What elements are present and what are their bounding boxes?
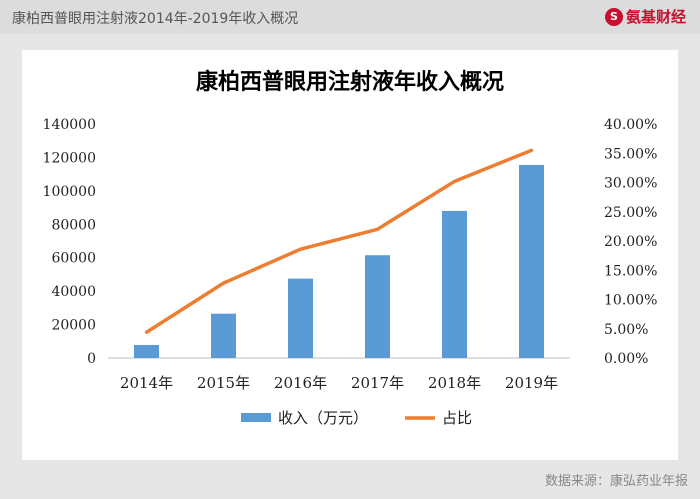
- brand-logo-icon: S: [604, 7, 623, 26]
- y-right-tick-label: 20.00%: [604, 234, 657, 250]
- x-tick-label: 2016年: [274, 374, 327, 392]
- x-tick-label: 2017年: [351, 374, 404, 392]
- bar: [288, 278, 313, 358]
- x-tick-label: 2014年: [120, 374, 173, 392]
- bar: [519, 164, 544, 358]
- legend-label-line: 占比: [442, 409, 472, 427]
- page-title: 康柏西普眼用注射液2014年-2019年收入概况: [12, 11, 299, 27]
- y-right-tick-label: 30.00%: [604, 176, 657, 192]
- brand: S 氨基财经: [604, 6, 686, 27]
- y-left-tick-label: 20000: [51, 318, 96, 334]
- y-right-tick-label: 35.00%: [604, 146, 657, 162]
- y-left-tick-label: 140000: [43, 117, 96, 133]
- source-note: 数据来源：康弘药业年报: [544, 474, 688, 489]
- x-tick-label: 2018年: [428, 374, 481, 392]
- legend-label-bar: 收入（万元）: [278, 409, 368, 427]
- line-point: [452, 179, 457, 183]
- y-left-tick-label: 80000: [51, 217, 96, 233]
- y-right-tick-label: 10.00%: [604, 293, 657, 309]
- x-tick-label: 2015年: [197, 374, 250, 392]
- line-point: [221, 281, 226, 285]
- y-left-tick-label: 100000: [43, 184, 96, 200]
- y-right-tick-label: 5.00%: [604, 322, 648, 338]
- bar: [211, 313, 236, 358]
- bar: [442, 210, 467, 358]
- bar: [365, 255, 390, 358]
- combo-chart: 康柏西普眼用注射液年收入概况 0 20000 40000 60000 80000 10000…: [43, 69, 658, 427]
- line-point: [298, 247, 303, 251]
- y-left-tick-label: 120000: [43, 150, 96, 166]
- chart-title: 康柏西普眼用注射液年收入概况: [196, 69, 504, 95]
- header-bar: 康柏西普眼用注射液2014年-2019年收入概况 S 氨基财经: [0, 0, 700, 34]
- y-right-tick-label: 15.00%: [604, 263, 657, 279]
- chart-card: 康柏西普眼用注射液年收入概况 0 20000 40000 60000 80000 10000…: [22, 50, 678, 460]
- y-left-tick-label: 40000: [51, 284, 96, 300]
- x-tick-label: 2019年: [505, 374, 558, 392]
- legend-swatch-bar: [241, 413, 271, 422]
- line-point: [529, 148, 534, 152]
- y-right-tick-label: 0.00%: [604, 351, 648, 367]
- y-left-tick-label: 60000: [51, 251, 96, 267]
- y-right-tick-label: 25.00%: [604, 205, 657, 221]
- brand-name: 氨基财经: [625, 8, 686, 26]
- line-point: [144, 330, 149, 334]
- y-right-tick-label: 40.00%: [604, 117, 657, 133]
- line-series: [145, 148, 533, 334]
- line-point: [375, 227, 380, 231]
- y-left-tick-label: 0: [87, 351, 96, 367]
- bar: [134, 344, 159, 358]
